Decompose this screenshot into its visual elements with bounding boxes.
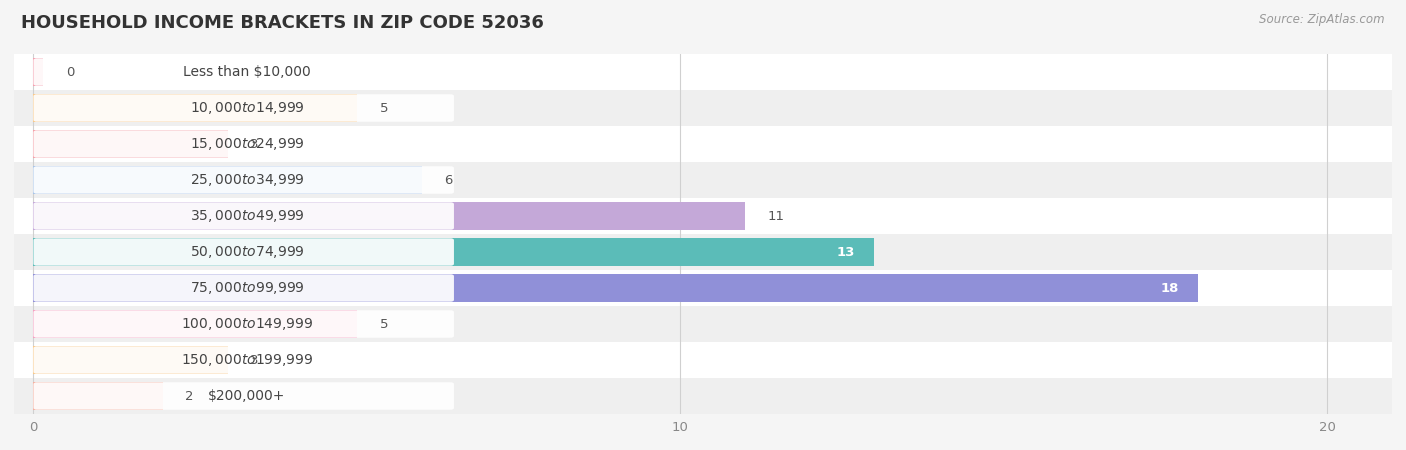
- Text: 13: 13: [837, 246, 855, 258]
- Bar: [34, 346, 228, 374]
- Bar: [34, 310, 357, 338]
- Text: 5: 5: [380, 102, 388, 114]
- Bar: [14, 378, 1392, 414]
- FancyBboxPatch shape: [34, 202, 454, 230]
- Text: $15,000 to $24,999: $15,000 to $24,999: [190, 136, 304, 152]
- Bar: [14, 126, 1392, 162]
- Bar: [14, 234, 1392, 270]
- Text: $50,000 to $74,999: $50,000 to $74,999: [190, 244, 304, 260]
- Text: 3: 3: [250, 138, 259, 150]
- Text: $200,000+: $200,000+: [208, 389, 285, 403]
- Text: 0: 0: [66, 66, 75, 78]
- Text: 6: 6: [444, 174, 453, 186]
- Text: $10,000 to $14,999: $10,000 to $14,999: [190, 100, 304, 116]
- Text: 5: 5: [380, 318, 388, 330]
- FancyBboxPatch shape: [34, 58, 454, 86]
- Bar: [34, 94, 357, 122]
- FancyBboxPatch shape: [34, 130, 454, 158]
- Bar: [34, 274, 1198, 302]
- FancyBboxPatch shape: [34, 346, 454, 374]
- Text: 18: 18: [1160, 282, 1178, 294]
- Text: $35,000 to $49,999: $35,000 to $49,999: [190, 208, 304, 224]
- Bar: [14, 162, 1392, 198]
- Text: 3: 3: [250, 354, 259, 366]
- Text: $100,000 to $149,999: $100,000 to $149,999: [181, 316, 314, 332]
- FancyBboxPatch shape: [34, 166, 454, 194]
- Bar: [34, 202, 745, 230]
- FancyBboxPatch shape: [34, 382, 454, 410]
- Bar: [34, 166, 422, 194]
- Bar: [34, 130, 228, 158]
- Text: $75,000 to $99,999: $75,000 to $99,999: [190, 280, 304, 296]
- Text: Source: ZipAtlas.com: Source: ZipAtlas.com: [1260, 14, 1385, 27]
- Text: $25,000 to $34,999: $25,000 to $34,999: [190, 172, 304, 188]
- Text: Less than $10,000: Less than $10,000: [183, 65, 311, 79]
- Bar: [34, 58, 44, 86]
- Bar: [14, 306, 1392, 342]
- Bar: [14, 270, 1392, 306]
- Bar: [14, 90, 1392, 126]
- Text: 11: 11: [768, 210, 785, 222]
- FancyBboxPatch shape: [34, 238, 454, 266]
- Bar: [34, 238, 875, 266]
- FancyBboxPatch shape: [34, 274, 454, 302]
- Text: HOUSEHOLD INCOME BRACKETS IN ZIP CODE 52036: HOUSEHOLD INCOME BRACKETS IN ZIP CODE 52…: [21, 14, 544, 32]
- FancyBboxPatch shape: [34, 310, 454, 338]
- Bar: [14, 54, 1392, 90]
- Bar: [34, 382, 163, 410]
- Text: 2: 2: [186, 390, 194, 402]
- Bar: [14, 198, 1392, 234]
- Text: $150,000 to $199,999: $150,000 to $199,999: [181, 352, 314, 368]
- Bar: [14, 342, 1392, 378]
- FancyBboxPatch shape: [34, 94, 454, 122]
